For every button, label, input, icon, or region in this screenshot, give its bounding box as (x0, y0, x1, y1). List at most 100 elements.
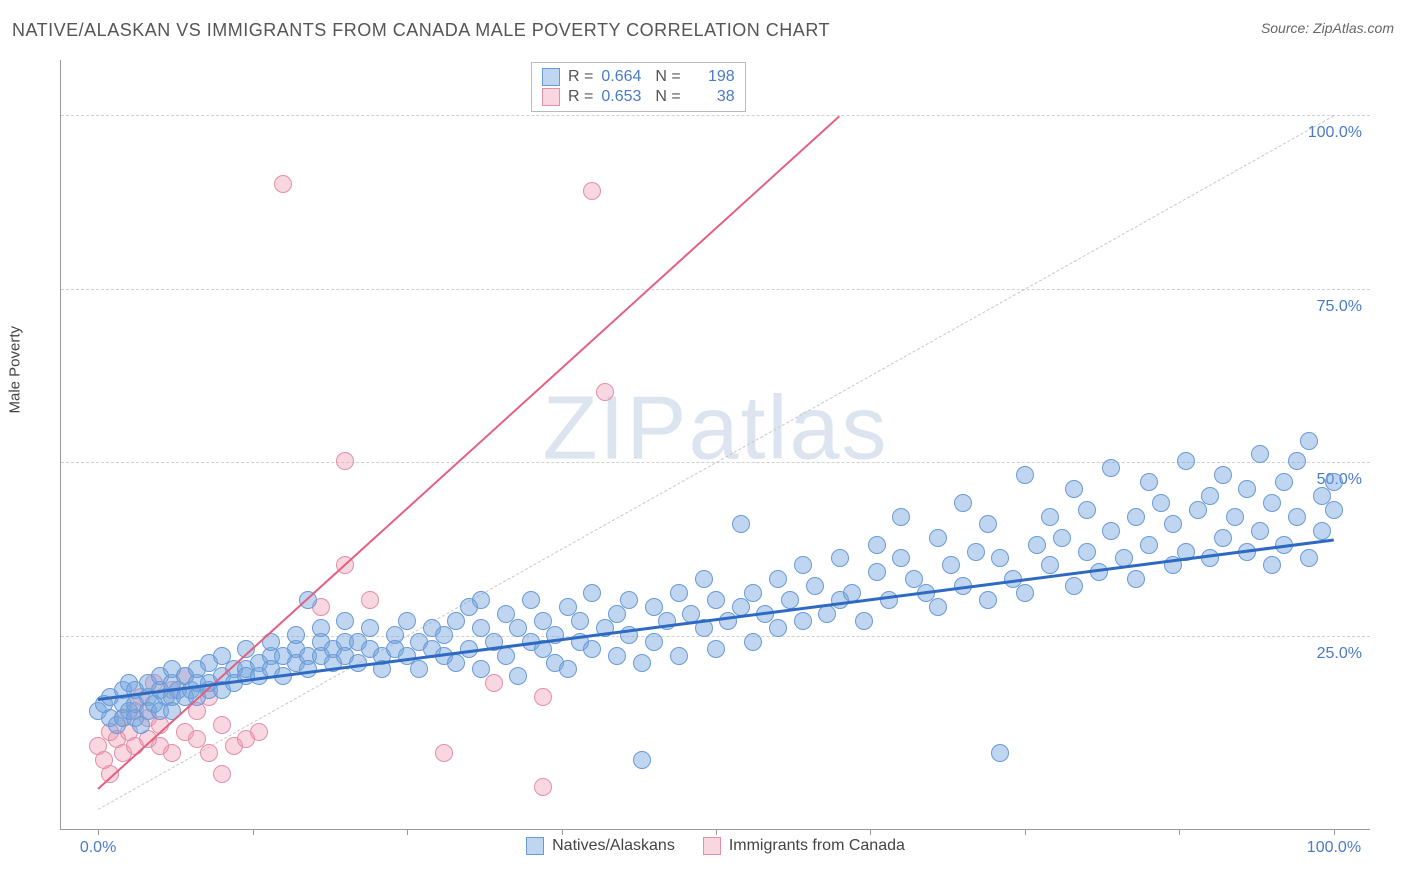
gridline (61, 115, 1370, 116)
x-tick (870, 829, 871, 835)
point-blue (1078, 543, 1096, 561)
point-pink (213, 765, 231, 783)
point-pink (163, 744, 181, 762)
point-blue (979, 591, 997, 609)
swatch-icon (526, 837, 544, 855)
point-blue (447, 612, 465, 630)
point-blue (892, 549, 910, 567)
point-blue (361, 619, 379, 637)
point-pink (534, 778, 552, 796)
point-blue (794, 612, 812, 630)
x-tick (253, 829, 254, 835)
point-blue (1201, 487, 1219, 505)
point-blue (880, 591, 898, 609)
point-blue (608, 605, 626, 623)
y-tick-label: 25.0% (1317, 645, 1362, 663)
point-blue (1016, 466, 1034, 484)
point-blue (287, 626, 305, 644)
point-blue (571, 612, 589, 630)
point-blue (1325, 473, 1343, 491)
point-blue (1300, 549, 1318, 567)
point-pink (534, 688, 552, 706)
point-blue (633, 751, 651, 769)
point-blue (336, 612, 354, 630)
point-blue (1102, 522, 1120, 540)
point-blue (633, 654, 651, 672)
stats-box: R =0.664N =198R =0.653N =38 (531, 62, 746, 112)
point-blue (1275, 473, 1293, 491)
y-axis-label: Male Poverty (7, 326, 24, 414)
point-blue (1177, 452, 1195, 470)
stats-row: R =0.653N =38 (542, 87, 735, 107)
point-blue (769, 619, 787, 637)
x-tick (1179, 829, 1180, 835)
x-tick (562, 829, 563, 835)
y-tick-label: 100.0% (1308, 124, 1362, 142)
point-blue (497, 647, 515, 665)
point-blue (583, 640, 601, 658)
point-pink (274, 175, 292, 193)
x-tick (716, 829, 717, 835)
point-blue (1263, 556, 1281, 574)
swatch-icon (542, 68, 560, 86)
point-blue (1028, 536, 1046, 554)
point-blue (1288, 452, 1306, 470)
x-tick (98, 829, 99, 835)
y-tick-label: 75.0% (1317, 298, 1362, 316)
point-blue (583, 584, 601, 602)
x-tick (407, 829, 408, 835)
point-pink (596, 383, 614, 401)
point-blue (929, 598, 947, 616)
point-blue (1300, 432, 1318, 450)
point-blue (1226, 508, 1244, 526)
point-blue (868, 563, 886, 581)
source-label: Source: ZipAtlas.com (1261, 20, 1394, 36)
point-blue (410, 660, 428, 678)
chart-area: Male Poverty ZIPatlas 25.0%50.0%75.0%100… (50, 60, 1390, 850)
point-blue (967, 543, 985, 561)
point-blue (868, 536, 886, 554)
point-blue (806, 577, 824, 595)
point-pink (485, 674, 503, 692)
point-blue (472, 660, 490, 678)
point-blue (608, 647, 626, 665)
swatch-icon (542, 88, 560, 106)
point-blue (1189, 501, 1207, 519)
plot-region: ZIPatlas 25.0%50.0%75.0%100.0%0.0%100.0%… (60, 60, 1370, 830)
point-blue (1325, 501, 1343, 519)
point-blue (929, 529, 947, 547)
point-blue (1065, 577, 1083, 595)
point-blue (991, 744, 1009, 762)
point-blue (979, 515, 997, 533)
point-blue (1041, 556, 1059, 574)
point-blue (954, 494, 972, 512)
point-blue (1201, 549, 1219, 567)
point-blue (781, 591, 799, 609)
point-pink (583, 182, 601, 200)
point-blue (744, 633, 762, 651)
point-blue (1078, 501, 1096, 519)
point-blue (794, 556, 812, 574)
point-blue (707, 640, 725, 658)
x-tick (1334, 829, 1335, 835)
point-blue (1164, 515, 1182, 533)
point-pink (435, 744, 453, 762)
point-blue (744, 584, 762, 602)
point-pink (361, 591, 379, 609)
point-pink (200, 744, 218, 762)
point-blue (1313, 522, 1331, 540)
point-blue (1140, 536, 1158, 554)
legend-item: Natives/Alaskans (526, 837, 675, 855)
gridline (61, 636, 1370, 637)
point-blue (1102, 459, 1120, 477)
legend-label: Immigrants from Canada (729, 837, 905, 855)
point-blue (509, 667, 527, 685)
point-blue (1214, 529, 1232, 547)
point-pink (213, 716, 231, 734)
point-blue (447, 654, 465, 672)
point-blue (559, 660, 577, 678)
point-blue (1238, 480, 1256, 498)
point-blue (831, 549, 849, 567)
point-blue (398, 612, 416, 630)
point-blue (769, 570, 787, 588)
